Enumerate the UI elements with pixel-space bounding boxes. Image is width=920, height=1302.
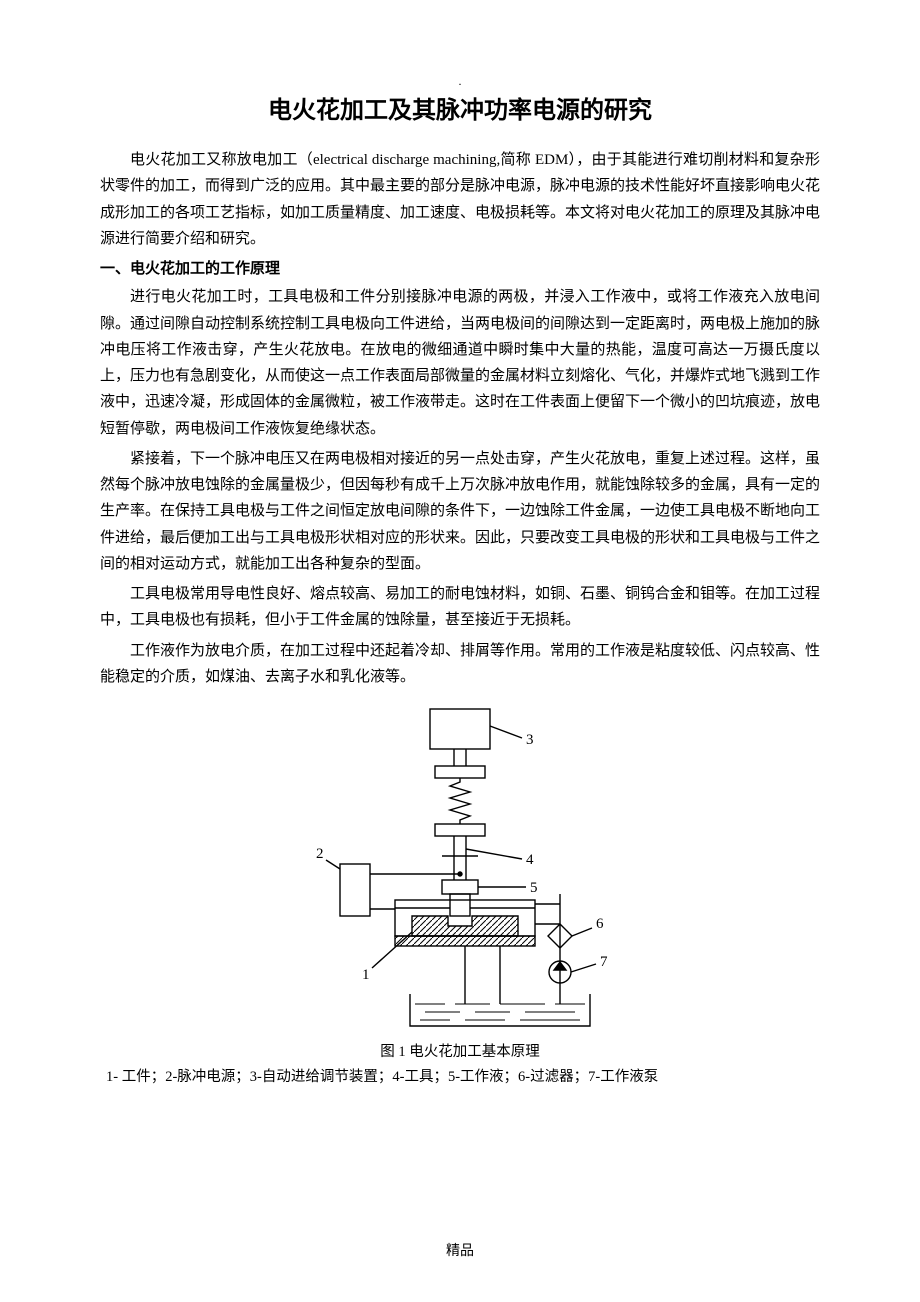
fig-label-5: 5 bbox=[530, 880, 538, 896]
fig-label-3: 3 bbox=[526, 732, 534, 748]
fig-label-1: 1 bbox=[362, 967, 370, 983]
figure-1: 1 2 3 4 5 6 7 图 1 电火花加工基本原理 1- 工件；2-脉冲电源… bbox=[100, 704, 820, 1086]
section-heading-1: 一、电火花加工的工作原理 bbox=[100, 256, 820, 282]
body-paragraph: 紧接着，下一个脉冲电压又在两电极相对接近的另一点处击穿，产生火花放电，重复上述过… bbox=[100, 446, 820, 577]
legend-prefix: 1- bbox=[106, 1069, 122, 1085]
edm-schematic-svg: 1 2 3 4 5 6 7 bbox=[300, 704, 620, 1034]
fig-label-2: 2 bbox=[316, 846, 324, 862]
body-paragraph: 工作液作为放电介质，在加工过程中还起着冷却、排屑等作用。常用的工作液是粘度较低、… bbox=[100, 638, 820, 691]
page-title: 电火花加工及其脉冲功率电源的研究 bbox=[100, 90, 820, 125]
fig-label-4: 4 bbox=[526, 852, 534, 868]
figure-caption: 图 1 电火花加工基本原理 bbox=[100, 1040, 820, 1061]
body-paragraph: 工具电极常用导电性良好、熔点较高、易加工的耐电蚀材料，如铜、石墨、铜钨合金和钼等… bbox=[100, 581, 820, 634]
fig-label-6: 6 bbox=[596, 916, 604, 932]
page-footer: 精品 bbox=[0, 1240, 920, 1260]
legend-text: 工件；2-脉冲电源；3-自动进给调节装置；4-工具；5-工作液；6-过滤器；7-… bbox=[122, 1069, 658, 1085]
fig-label-7: 7 bbox=[600, 954, 608, 970]
header-mark: . bbox=[459, 74, 462, 89]
body-paragraph: 进行电火花加工时，工具电极和工件分别接脉冲电源的两极，并浸入工作液中，或将工作液… bbox=[100, 284, 820, 442]
figure-legend: 1- 工件；2-脉冲电源；3-自动进给调节装置；4-工具；5-工作液；6-过滤器… bbox=[100, 1065, 820, 1086]
intro-paragraph: 电火花加工又称放电加工（electrical discharge machini… bbox=[100, 147, 820, 252]
